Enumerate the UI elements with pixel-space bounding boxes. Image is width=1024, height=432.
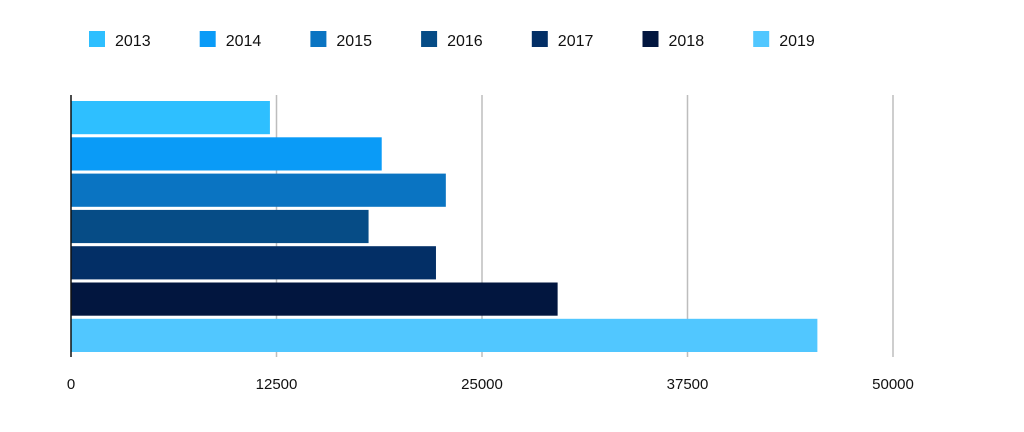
x-tick-label: 50000 bbox=[872, 376, 914, 393]
legend-label-2013: 2013 bbox=[115, 33, 151, 50]
chart-gridlines bbox=[275, 95, 894, 357]
legend-label-2017: 2017 bbox=[558, 33, 594, 50]
legend-label-2016: 2016 bbox=[447, 33, 483, 50]
legend-label-2015: 2015 bbox=[336, 33, 372, 50]
bar-2016 bbox=[71, 209, 369, 244]
x-axis-ticks: 0 12500 25000 37500 50000 bbox=[67, 376, 914, 393]
bar-2018 bbox=[71, 282, 558, 316]
legend-swatch-2017 bbox=[531, 31, 548, 47]
bar-2013 bbox=[71, 101, 270, 135]
chart-legend: 2013 2014 2015 2016 2017 2018 2019 bbox=[89, 31, 815, 50]
chart-bars bbox=[71, 101, 818, 352]
legend-label-2018: 2018 bbox=[669, 33, 705, 50]
legend-swatch-2016 bbox=[421, 31, 438, 47]
legend-label-2014: 2014 bbox=[226, 33, 262, 50]
x-tick-label: 37500 bbox=[667, 376, 709, 393]
legend-swatch-2015 bbox=[310, 31, 327, 47]
legend-swatch-2019 bbox=[753, 31, 770, 47]
bar-2019 bbox=[71, 318, 818, 352]
bar-2015 bbox=[71, 173, 446, 207]
x-tick-label: 12500 bbox=[256, 376, 298, 393]
x-tick-label: 0 bbox=[67, 376, 75, 393]
bar-2017 bbox=[71, 246, 436, 280]
bar-2014 bbox=[71, 137, 382, 171]
legend-swatch-2018 bbox=[642, 31, 659, 47]
legend-swatch-2014 bbox=[199, 31, 216, 47]
legend-swatch-2013 bbox=[89, 31, 105, 47]
legend-label-2019: 2019 bbox=[779, 33, 815, 50]
x-tick-label: 25000 bbox=[461, 376, 503, 393]
